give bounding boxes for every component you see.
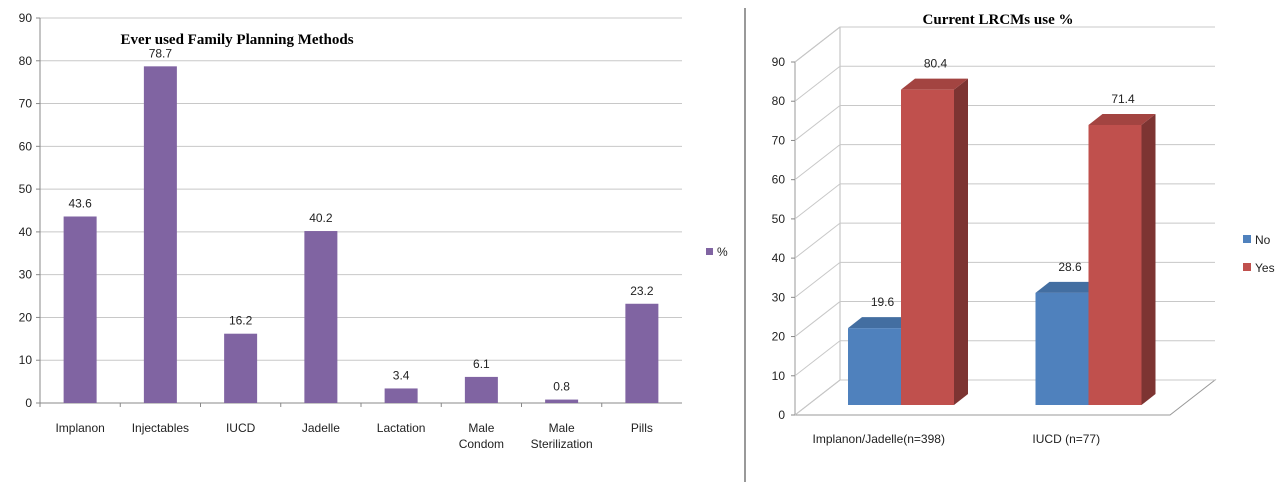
chart2-ytick-label: 60	[772, 173, 786, 187]
chart1-bar	[63, 216, 97, 403]
chart2-bar	[1088, 124, 1142, 405]
chart1-ytick-label: 70	[19, 97, 33, 111]
chart1-category-label: Pills	[631, 421, 653, 435]
chart1-bar	[384, 388, 418, 403]
chart1-data-label: 6.1	[473, 357, 490, 371]
chart2-category-label: IUCD (n=77)	[1032, 432, 1100, 446]
chart1-category-label: Implanon	[55, 421, 104, 435]
chart2-ytick-label: 40	[772, 251, 786, 265]
chart1-ytick-label: 60	[19, 139, 33, 153]
chart2-side-wall	[794, 26, 841, 415]
chart1-bars: 43.6 78.7 16.2 40.2 3.4 6.1 0.8 23.2	[63, 46, 659, 403]
chart2-ytick-label: 50	[772, 212, 786, 226]
chart1-category-label: Injectables	[132, 421, 189, 435]
chart1-data-label: 3.4	[393, 368, 410, 382]
chart1-ytick-label: 10	[19, 353, 33, 367]
chart1-ytick-label: 90	[19, 11, 33, 25]
chart2-data-label: 80.4	[924, 57, 948, 71]
chart1-axes: 0 10 20 30 40 50 60 70 80 90 Implanon Injectables IU…	[19, 11, 682, 451]
chart2-bar-top	[901, 78, 968, 90]
chart1-bar	[304, 231, 338, 403]
chart1-data-label: 23.2	[630, 284, 654, 298]
chart2-bar-top	[1035, 281, 1103, 293]
chart1-ytick-label: 20	[19, 310, 33, 324]
chart2-ytick-label: 70	[772, 133, 786, 147]
chart2-data-label: 71.4	[1111, 92, 1135, 106]
chart2-ytick-label: 90	[772, 55, 786, 69]
chart1-bar	[143, 66, 177, 403]
chart1-ytick-label: 40	[19, 225, 33, 239]
chart2-bar-top	[848, 317, 915, 329]
chart1-ytick-label: 30	[19, 268, 33, 282]
chart1-data-label: 40.2	[309, 211, 333, 225]
chart1-gridlines	[40, 17, 682, 404]
chart1-bar	[464, 376, 498, 403]
chart2-bar-side	[954, 78, 968, 406]
chart2-ytick-label: 20	[772, 330, 786, 344]
chart1-category-label: Male Condom	[459, 421, 504, 451]
chart2-bar	[901, 89, 954, 406]
chart1-ytick-label: 0	[25, 396, 32, 410]
chart1-data-label: 78.7	[149, 46, 173, 60]
chart2-ytick-label: 30	[772, 290, 786, 304]
chart1-bar	[625, 303, 659, 403]
chart2-data-label: 19.6	[871, 295, 895, 309]
chart2-bar-top	[1088, 113, 1156, 125]
legend-swatch-no	[1243, 235, 1251, 243]
chart2-title: Current LRCMs use %	[923, 12, 1074, 28]
chart1-category-label: Male Sterilization	[531, 421, 593, 451]
chart2-category-label: Implanon/Jadelle(n=398)	[813, 432, 945, 446]
chart1-data-label: 0.8	[553, 380, 570, 394]
chart1-data-label: 16.2	[229, 314, 253, 328]
chart-ever-used: Ever used Family Planning Methods 0 10 20 3…	[19, 11, 728, 451]
chart1-ytick-label: 80	[19, 54, 33, 68]
chart1-category-label: IUCD	[226, 421, 256, 435]
chart1-legend: %	[706, 245, 728, 259]
chart2-bar	[1035, 292, 1089, 405]
chart2-bar-side	[1141, 113, 1156, 405]
chart1-bar	[545, 399, 579, 403]
chart2-bar	[848, 328, 901, 405]
chart-current-lrcm: Current LRCMs use % 0 10 20 30 40 50 60 70 80 90 I…	[772, 12, 1275, 446]
legend-swatch-yes	[1243, 263, 1251, 271]
chart2-gridline	[794, 104, 1215, 141]
chart2-ytick-label: 80	[772, 94, 786, 108]
chart1-category-label: Jadelle	[302, 421, 340, 435]
chart2-ytick-label: 10	[772, 369, 786, 383]
chart1-bar	[224, 333, 258, 403]
legend-swatch-percent	[706, 248, 713, 255]
legend-label-no: No	[1255, 233, 1271, 247]
chart2-legend: No Yes	[1243, 233, 1275, 275]
chart2-gridline	[794, 26, 1215, 63]
chart2-ytick-label: 0	[778, 408, 785, 422]
legend-label-percent: %	[717, 245, 728, 259]
chart1-ytick-label: 50	[19, 182, 33, 196]
chart2-data-label: 28.6	[1058, 260, 1082, 274]
chart2-gridline	[794, 65, 1215, 102]
chart2-bars: 19.6 80.4 28.6 71.4	[848, 57, 1156, 406]
legend-label-yes: Yes	[1255, 261, 1275, 275]
chart1-title: Ever used Family Planning Methods	[120, 32, 353, 48]
chart1-category-label: Lactation	[377, 421, 426, 435]
chart1-data-label: 43.6	[68, 196, 92, 210]
